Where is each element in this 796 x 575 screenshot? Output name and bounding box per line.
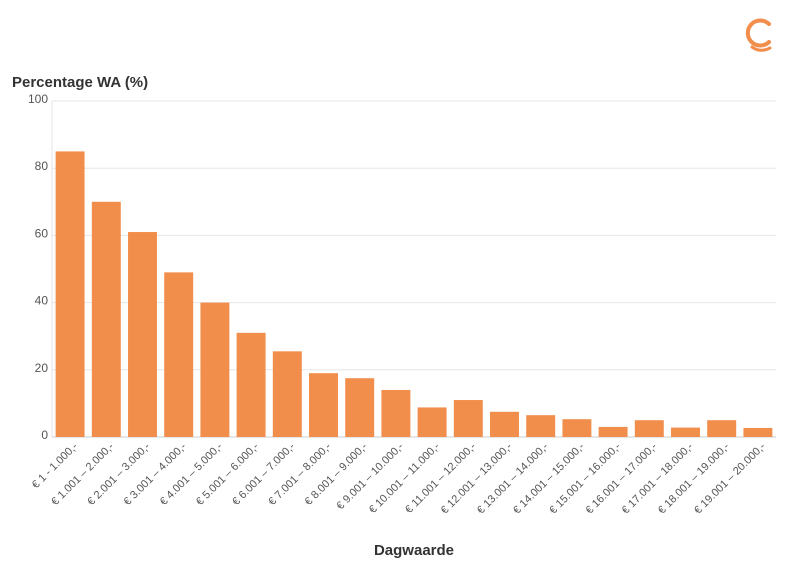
bar: [164, 272, 194, 437]
bar: [598, 426, 628, 437]
y-tick-label: 40: [35, 294, 49, 308]
x-tick-label: € 4.001 – 5.000,-: [158, 440, 226, 508]
x-tick-label: € 1.001 – 2.000,-: [49, 440, 117, 508]
x-tick-label: € 9.001 – 10.000,-: [334, 440, 406, 512]
bar: [490, 411, 519, 437]
bar: [707, 420, 737, 437]
bar: [91, 201, 121, 437]
x-tick-label: € 5.001 – 6.000,-: [194, 440, 262, 508]
bar: [236, 332, 266, 437]
bar: [671, 427, 700, 437]
x-tick-label: € 6.001 – 7.000,-: [230, 440, 298, 508]
x-tick-label: € 19.001 – 20.000,-: [692, 440, 768, 516]
y-tick-label: 100: [28, 92, 48, 106]
bar: [562, 419, 592, 437]
y-tick-label: 20: [35, 361, 49, 375]
brand-c-logo-icon: [745, 18, 771, 48]
bar: [743, 427, 773, 437]
bar: [345, 378, 375, 437]
bar: [417, 407, 447, 437]
x-tick-labels: € 1 - 1.000,-€ 1.001 – 2.000,-€ 2.001 – …: [30, 440, 768, 516]
y-tick-label: 0: [41, 428, 48, 442]
grid-lines: [51, 100, 776, 438]
brand-smile-icon: [750, 45, 772, 52]
bar: [55, 151, 85, 437]
bar: [526, 415, 556, 437]
bar: [634, 420, 664, 437]
y-tick-label: 60: [35, 226, 49, 240]
bars: [55, 151, 773, 437]
y-tick-label: 80: [35, 159, 49, 173]
x-tick-label: € 2.001 – 3.000,-: [85, 440, 153, 508]
bar: [128, 232, 157, 437]
y-tick-labels: 0 20 40 60 80 100: [28, 92, 48, 442]
bar: [272, 351, 302, 437]
x-axis-label: Dagwaarde: [374, 542, 454, 559]
x-tick-label: € 3.001 – 4.000,-: [122, 440, 190, 508]
bar: [381, 389, 411, 437]
bar: [309, 373, 338, 437]
x-tick-label: € 7.001 – 8.000,-: [266, 440, 334, 508]
x-tick-label: € 8.001 – 9.000,-: [303, 440, 371, 508]
bar: [453, 400, 483, 437]
y-axis-label: Percentage WA (%): [12, 74, 148, 91]
bar: [200, 302, 230, 437]
brand-logo: [745, 18, 772, 52]
